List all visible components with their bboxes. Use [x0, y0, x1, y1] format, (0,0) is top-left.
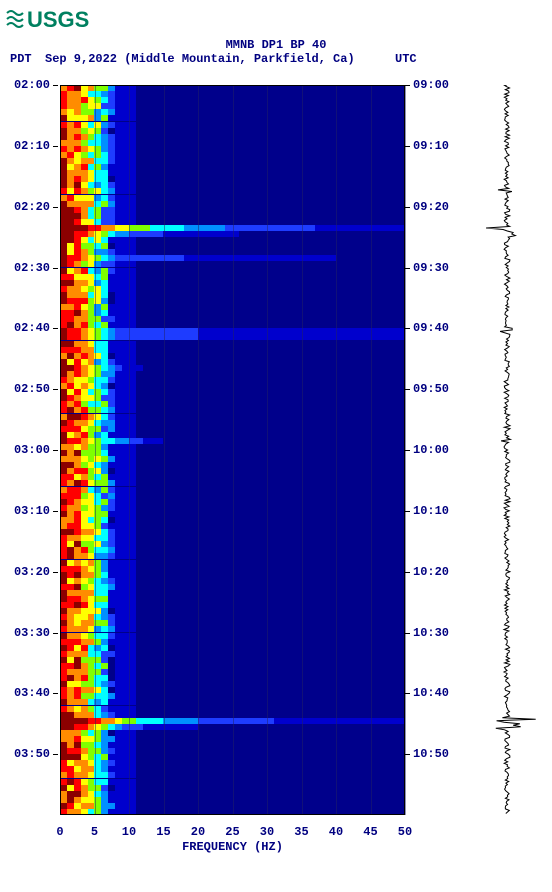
header: MMNB DP1 BP 40 PDT Sep 9,2022 (Middle Mo… — [0, 38, 552, 52]
station-title: MMNB DP1 BP 40 — [0, 38, 552, 52]
right-time-axis: 09:0009:1009:2009:3009:4009:5010:0010:10… — [408, 85, 458, 815]
utc-label: UTC — [395, 52, 417, 66]
pdt-label: PDT — [10, 52, 32, 66]
frequency-axis-label: FREQUENCY (HZ) — [60, 840, 405, 854]
left-time-axis: 02:0002:1002:2002:3002:4002:5003:0003:10… — [0, 85, 55, 815]
usgs-logo: USGS — [5, 5, 100, 38]
seismogram-trace — [475, 85, 540, 815]
plot-border — [60, 85, 405, 815]
svg-text:USGS: USGS — [27, 7, 89, 32]
date-label: Sep 9,2022 (Middle Mountain, Parkfield, … — [45, 52, 355, 66]
